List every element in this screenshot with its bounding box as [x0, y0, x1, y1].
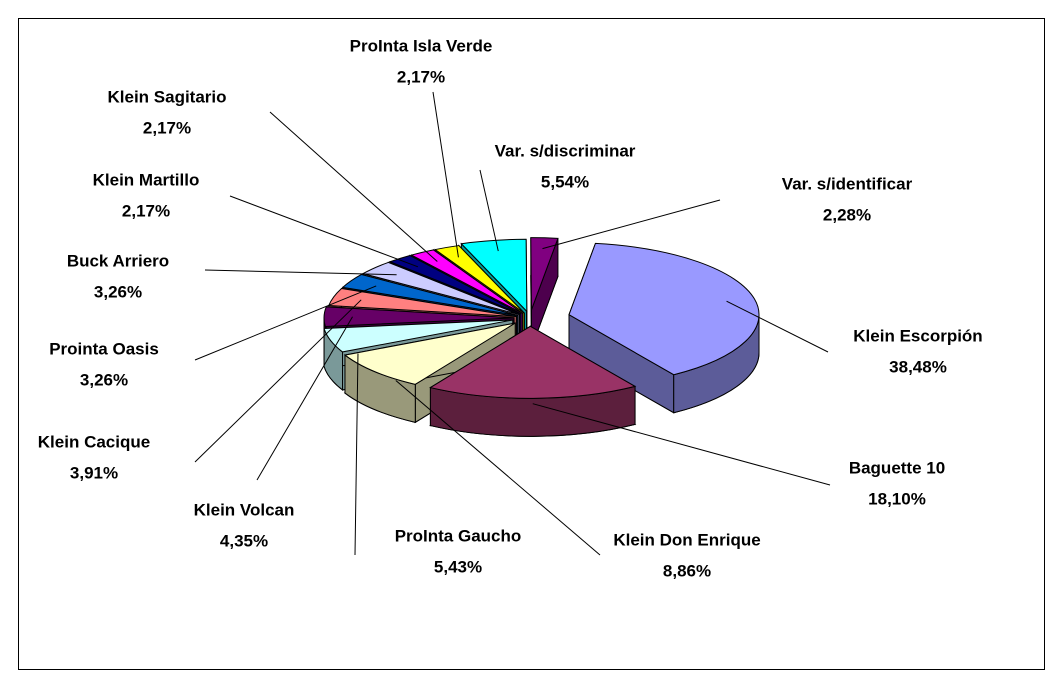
leader-line [726, 300, 829, 353]
slice [429, 325, 637, 399]
leader-line [256, 316, 353, 481]
leader-line [204, 269, 397, 276]
leader-line [542, 199, 721, 250]
slice-label: Klein Don Enrique [613, 530, 760, 549]
leader-line [194, 285, 377, 361]
slice-label: Klein Martillo [93, 170, 200, 189]
slice-label: Klein Cacique [38, 432, 150, 451]
slice-value-label: 3,26% [94, 282, 142, 301]
slice-label: Var. s/discriminar [495, 141, 636, 160]
slice-label: Buck Arriero [67, 251, 169, 270]
slice [530, 237, 559, 310]
slice [388, 254, 522, 315]
slice-value-label: 2,17% [397, 67, 445, 86]
slice-value-label: 4,35% [220, 531, 268, 550]
slice-label: Klein Volcan [194, 500, 295, 519]
slice-value-label: 3,91% [70, 463, 118, 482]
slice-label: ProInta Gaucho [395, 526, 522, 545]
leader-line [395, 380, 601, 556]
slice-label: Klein Sagitario [107, 87, 226, 106]
slice-value-label: 2,17% [122, 201, 170, 220]
slice-label: Prointa Oasis [49, 339, 159, 358]
leader-line [432, 91, 459, 258]
slice [410, 249, 523, 314]
slice-value-label: 3,26% [80, 370, 128, 389]
leader-line [194, 299, 362, 463]
slice-label: Var. s/identificar [782, 174, 913, 193]
slice [460, 238, 528, 313]
slice-value-label: 5,43% [434, 557, 482, 576]
leader-line [532, 403, 831, 486]
slice-label: Klein Escorpión [853, 326, 982, 345]
slice-value-label: 5,54% [541, 172, 589, 191]
slice [343, 322, 516, 385]
leader-line [479, 169, 499, 252]
slice [433, 245, 525, 314]
slice-label: Baguette 10 [849, 458, 945, 477]
slice-value-label: 2,17% [143, 118, 191, 137]
leader-line [269, 111, 438, 262]
slice [341, 273, 518, 316]
leader-line [354, 353, 359, 556]
slice-value-label: 38,48% [889, 357, 947, 376]
slice-value-label: 2,28% [823, 205, 871, 224]
slice-value-label: 8,86% [663, 561, 711, 580]
slice-label: ProInta Isla Verde [350, 36, 493, 55]
slice [323, 319, 513, 353]
slice-value-label: 18,10% [868, 489, 926, 508]
slice [568, 242, 760, 376]
leader-line [229, 195, 419, 268]
